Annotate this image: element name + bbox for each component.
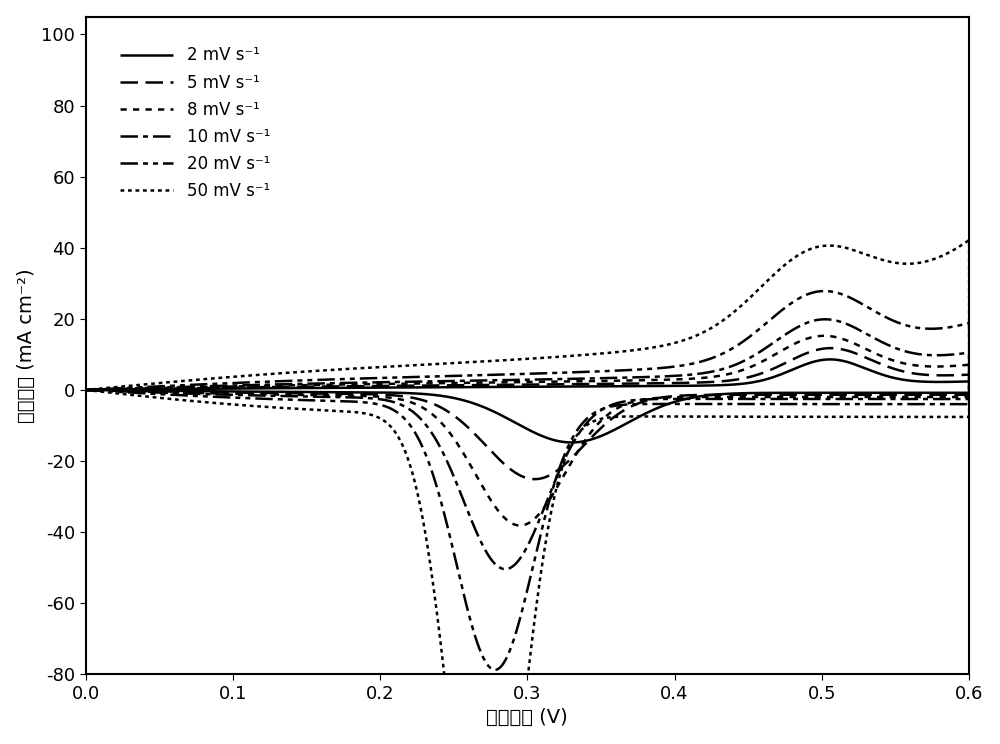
20 mV s⁻¹ xyxy=(396,411,408,420)
Line: 5 mV s⁻¹: 5 mV s⁻¹ xyxy=(86,348,969,479)
Legend: 2 mV s⁻¹, 5 mV s⁻¹, 8 mV s⁻¹, 10 mV s⁻¹, 20 mV s⁻¹, 50 mV s⁻¹: 2 mV s⁻¹, 5 mV s⁻¹, 8 mV s⁻¹, 10 mV s⁻¹,… xyxy=(112,38,278,208)
20 mV s⁻¹ xyxy=(80,385,92,394)
8 mV s⁻¹ xyxy=(113,386,125,395)
50 mV s⁻¹ xyxy=(941,249,953,258)
50 mV s⁻¹ xyxy=(880,412,892,421)
20 mV s⁻¹ xyxy=(191,380,203,389)
10 mV s⁻¹ xyxy=(627,373,639,382)
8 mV s⁻¹ xyxy=(880,393,892,402)
10 mV s⁻¹ xyxy=(80,385,92,394)
20 mV s⁻¹ xyxy=(113,388,125,397)
10 mV s⁻¹ xyxy=(113,387,125,396)
2 mV s⁻¹ xyxy=(80,385,92,394)
8 mV s⁻¹ xyxy=(191,383,203,392)
2 mV s⁻¹ xyxy=(80,385,92,394)
5 mV s⁻¹ xyxy=(529,475,541,484)
5 mV s⁻¹ xyxy=(80,385,92,394)
2 mV s⁻¹ xyxy=(191,385,203,394)
X-axis label: 电压区间 (V): 电压区间 (V) xyxy=(486,708,568,728)
Line: 10 mV s⁻¹: 10 mV s⁻¹ xyxy=(86,319,969,569)
20 mV s⁻¹ xyxy=(627,365,639,374)
10 mV s⁻¹ xyxy=(942,350,954,359)
10 mV s⁻¹ xyxy=(500,565,512,574)
Line: 2 mV s⁻¹: 2 mV s⁻¹ xyxy=(86,359,969,443)
Y-axis label: 电流密度 (mA cm⁻²): 电流密度 (mA cm⁻²) xyxy=(17,268,36,423)
50 mV s⁻¹ xyxy=(396,439,408,448)
20 mV s⁻¹ xyxy=(80,385,92,394)
2 mV s⁻¹ xyxy=(113,386,125,395)
8 mV s⁻¹ xyxy=(80,385,92,394)
50 mV s⁻¹ xyxy=(191,375,203,384)
20 mV s⁻¹ xyxy=(489,665,501,674)
2 mV s⁻¹ xyxy=(824,355,836,364)
8 mV s⁻¹ xyxy=(396,395,408,404)
50 mV s⁻¹ xyxy=(113,389,125,398)
5 mV s⁻¹ xyxy=(191,384,203,393)
8 mV s⁻¹ xyxy=(514,521,526,530)
2 mV s⁻¹ xyxy=(396,388,408,397)
8 mV s⁻¹ xyxy=(942,362,954,371)
10 mV s⁻¹ xyxy=(396,401,408,410)
10 mV s⁻¹ xyxy=(819,315,831,324)
Line: 8 mV s⁻¹: 8 mV s⁻¹ xyxy=(86,336,969,525)
2 mV s⁻¹ xyxy=(942,377,954,386)
10 mV s⁻¹ xyxy=(191,382,203,391)
5 mV s⁻¹ xyxy=(113,386,125,395)
2 mV s⁻¹ xyxy=(880,388,892,397)
2 mV s⁻¹ xyxy=(565,438,577,447)
8 mV s⁻¹ xyxy=(627,376,639,385)
5 mV s⁻¹ xyxy=(396,391,408,400)
5 mV s⁻¹ xyxy=(627,379,639,388)
10 mV s⁻¹ xyxy=(80,385,92,394)
50 mV s⁻¹ xyxy=(627,346,639,355)
5 mV s⁻¹ xyxy=(80,385,92,394)
8 mV s⁻¹ xyxy=(80,385,92,394)
Line: 20 mV s⁻¹: 20 mV s⁻¹ xyxy=(86,291,969,670)
5 mV s⁻¹ xyxy=(942,371,954,379)
2 mV s⁻¹ xyxy=(627,382,639,391)
5 mV s⁻¹ xyxy=(880,391,892,400)
50 mV s⁻¹ xyxy=(80,385,92,394)
10 mV s⁻¹ xyxy=(880,394,892,403)
8 mV s⁻¹ xyxy=(818,331,830,340)
Line: 50 mV s⁻¹: 50 mV s⁻¹ xyxy=(86,240,969,744)
20 mV s⁻¹ xyxy=(818,286,830,295)
20 mV s⁻¹ xyxy=(880,400,892,408)
20 mV s⁻¹ xyxy=(942,323,954,332)
5 mV s⁻¹ xyxy=(825,344,837,353)
50 mV s⁻¹ xyxy=(963,236,975,245)
50 mV s⁻¹ xyxy=(80,385,92,394)
